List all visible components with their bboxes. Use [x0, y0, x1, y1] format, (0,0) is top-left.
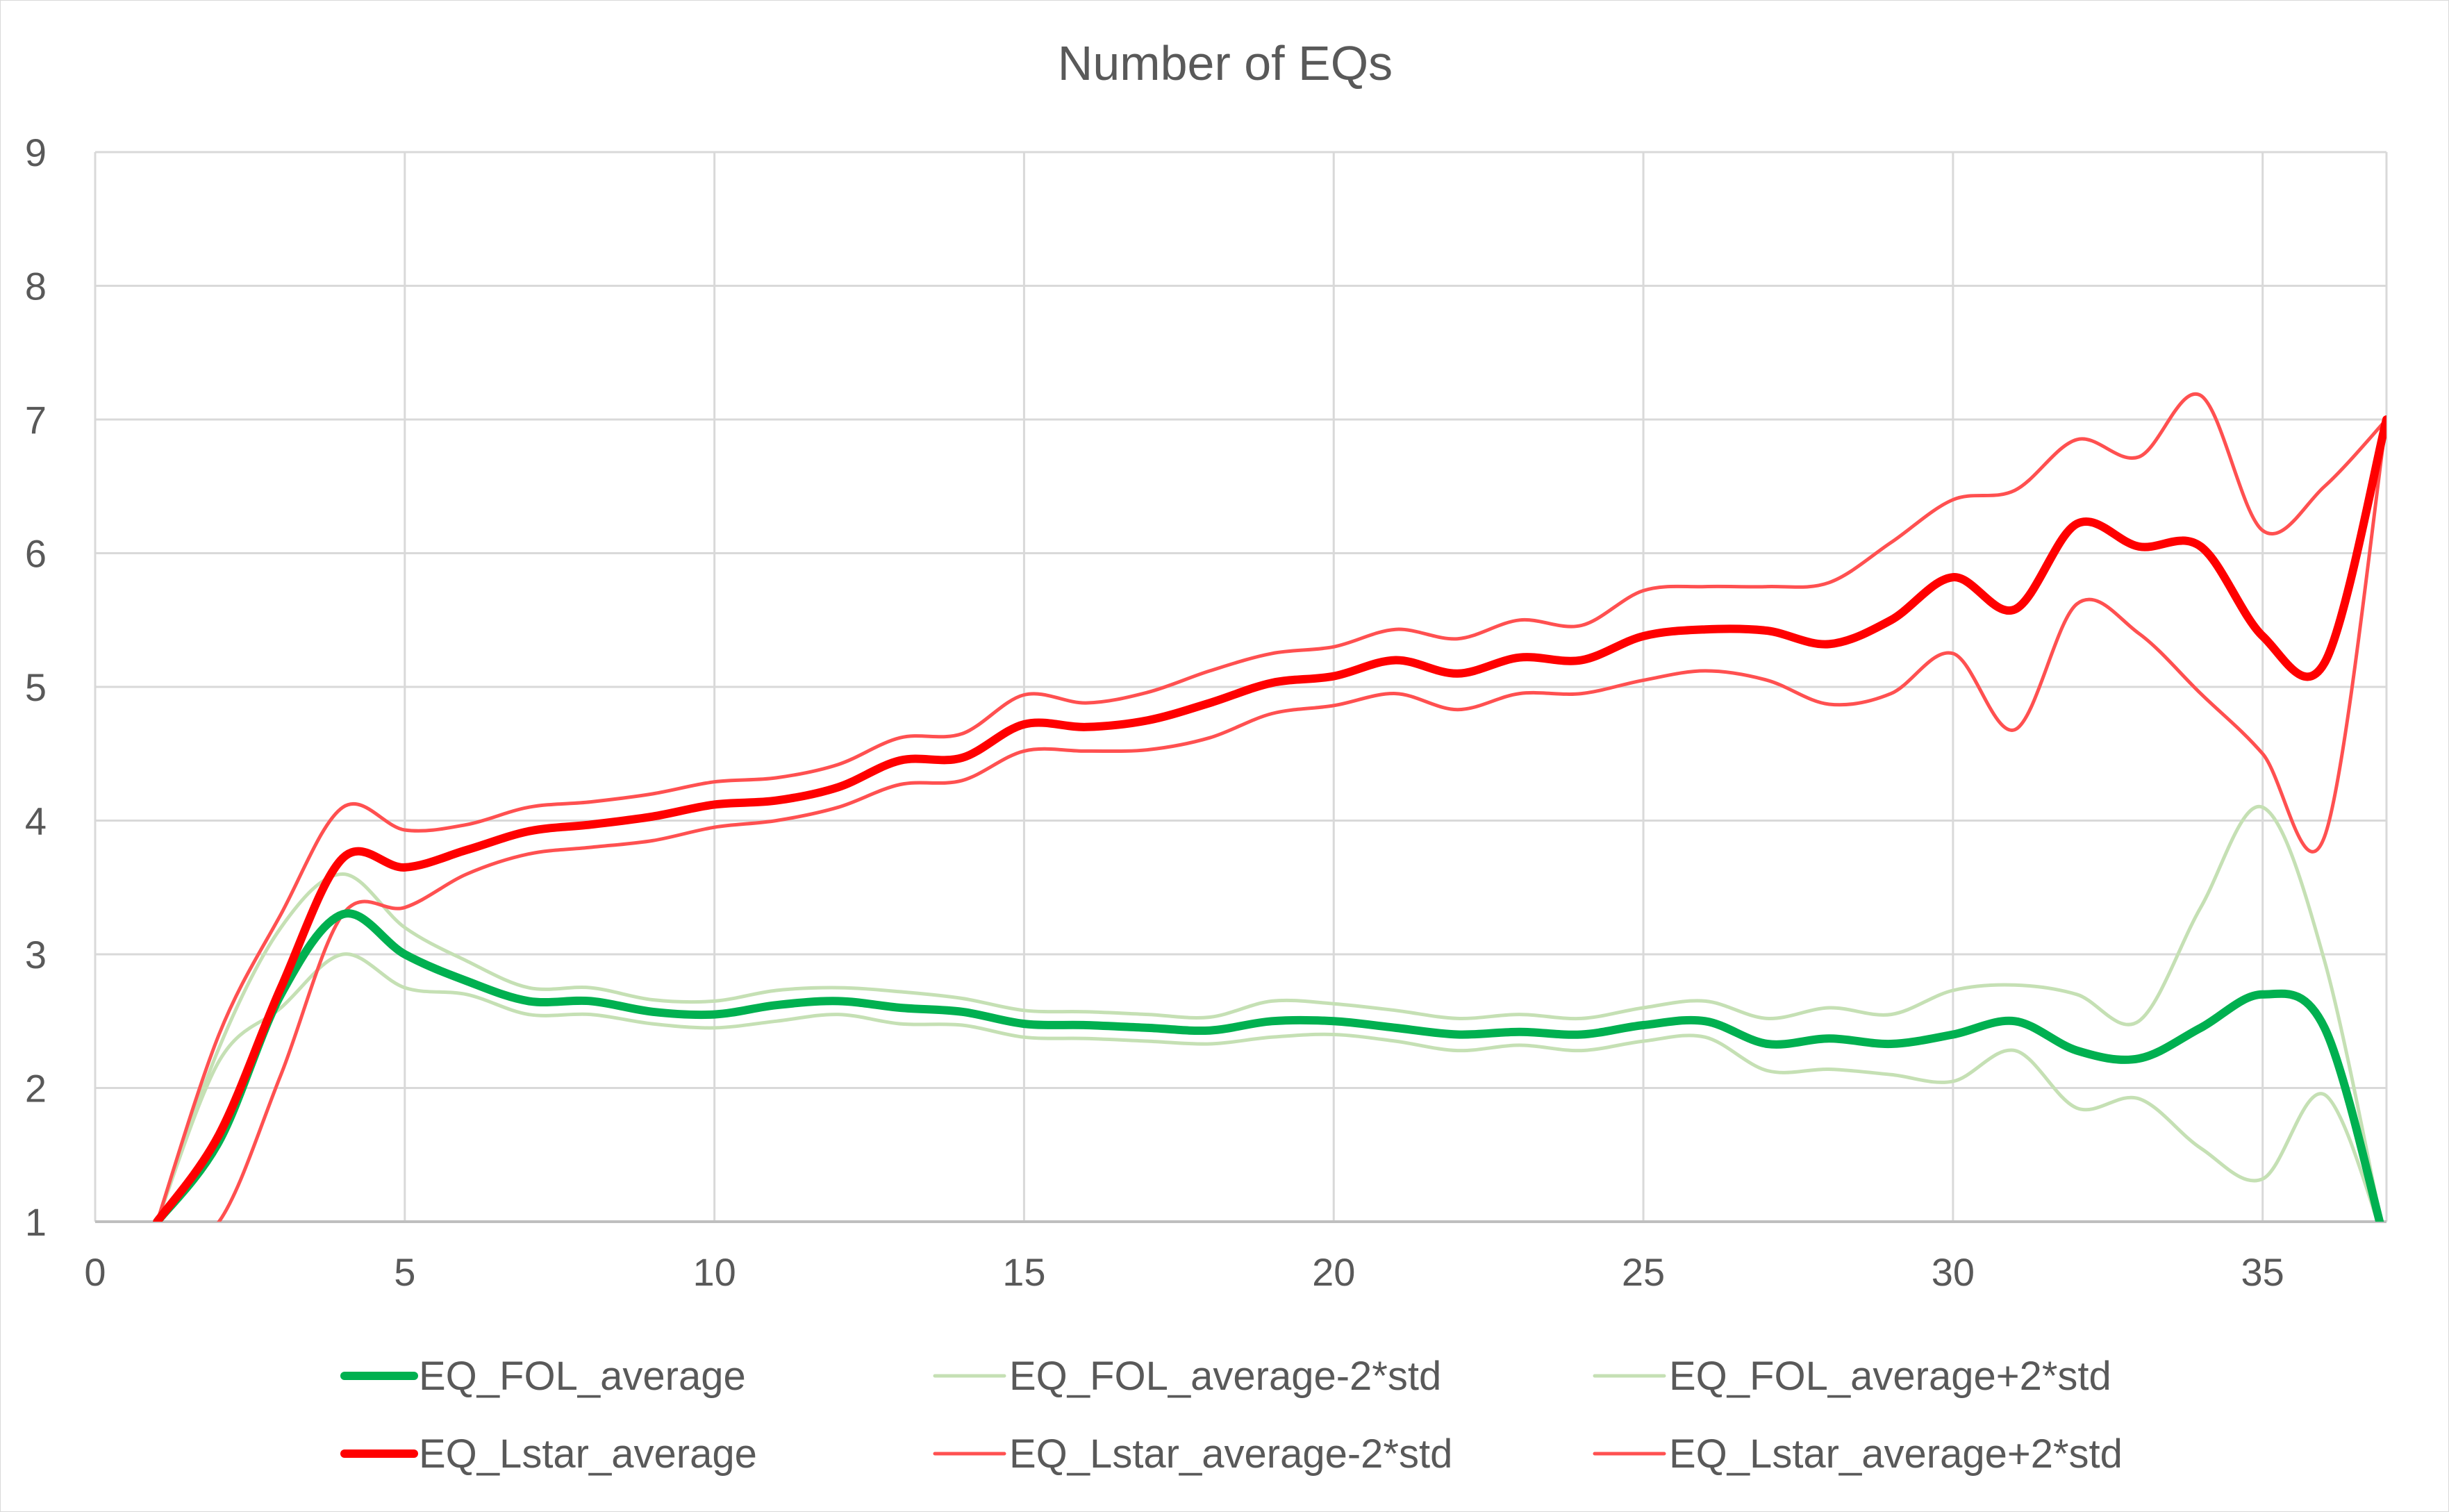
series-line-eq-lstar-average	[153, 415, 2386, 1222]
series-line-eq-lstar-average-2-std	[155, 392, 2386, 1222]
x-tick-label: 35	[2241, 1250, 2284, 1294]
legend-label: EQ_FOL_average+2*std	[1669, 1354, 2111, 1399]
y-tick-label: 9	[25, 131, 47, 174]
y-tick-label: 6	[25, 532, 47, 576]
legend: EQ_FOL_average EQ_FOL_average-2*std EQ_FOL…	[340, 1354, 2123, 1477]
series-line-eq-lstar-average-2-std	[217, 417, 2386, 1222]
y-tick-label: 5	[25, 665, 47, 709]
x-tick-label: 10	[692, 1250, 736, 1294]
legend-label: EQ_FOL_average	[419, 1354, 746, 1399]
x-tick-label: 15	[1002, 1250, 1045, 1294]
legend-label: EQ_FOL_average-2*std	[1009, 1354, 1441, 1399]
legend-entry: EQ_FOL_average	[340, 1354, 746, 1399]
x-tick-label: 20	[1312, 1250, 1355, 1294]
y-tick-label: 2	[25, 1067, 47, 1111]
legend-entry: EQ_Lstar_average+2*std	[1593, 1431, 2123, 1477]
legend-label: EQ_Lstar_average-2*std	[1009, 1431, 1452, 1477]
gridlines	[94, 151, 2388, 1222]
axes: 1 2 3 4 5 6 7 8 9 0 5 10 15 20 25 30 35	[25, 131, 2386, 1294]
x-tick-label: 5	[394, 1250, 415, 1294]
y-tick-label: 1	[25, 1200, 47, 1244]
series-line-eq-fol-average-2-std	[155, 952, 2380, 1222]
legend-label: EQ_Lstar_average+2*std	[1669, 1431, 2123, 1477]
legend-entry: EQ_FOL_average+2*std	[1593, 1354, 2111, 1399]
y-tick-label: 8	[25, 265, 47, 308]
series-line-eq-fol-average	[153, 909, 2384, 1222]
y-tick-label: 4	[25, 799, 47, 843]
series-lines	[153, 392, 2386, 1222]
legend-entry: EQ_Lstar_average	[340, 1431, 757, 1477]
x-tick-label: 30	[1932, 1250, 1975, 1294]
y-tick-label: 7	[25, 398, 47, 442]
chart-title: Number of EQs	[1058, 36, 1393, 90]
legend-entry: EQ_FOL_average-2*std	[933, 1354, 1441, 1399]
legend-label: EQ_Lstar_average	[419, 1431, 757, 1477]
x-tick-label: 0	[84, 1250, 106, 1294]
legend-entry: EQ_Lstar_average-2*std	[933, 1431, 1452, 1477]
x-tick-label: 25	[1622, 1250, 1665, 1294]
series-line-eq-fol-average-2-std	[155, 804, 2383, 1222]
y-tick-label: 3	[25, 933, 47, 977]
